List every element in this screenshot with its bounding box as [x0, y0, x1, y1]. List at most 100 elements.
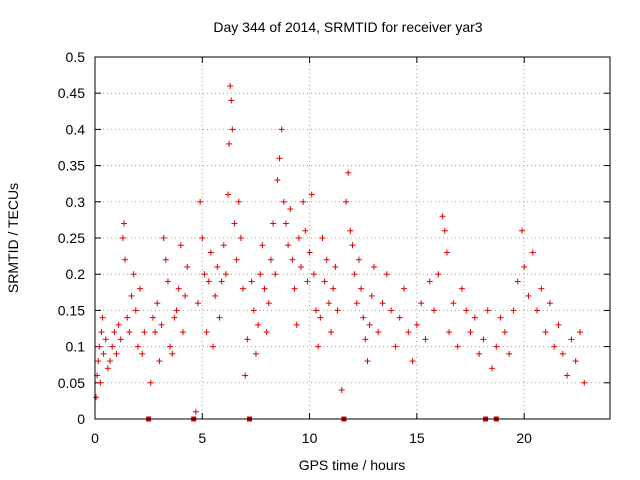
data-point	[330, 285, 337, 292]
data-point	[169, 350, 176, 357]
data-point	[119, 235, 126, 241]
data-point	[259, 242, 266, 249]
x-axis-label: GPS time / hours	[299, 457, 406, 473]
data-point	[501, 329, 508, 336]
data-point	[233, 256, 240, 263]
data-point	[334, 307, 341, 314]
data-point	[175, 285, 182, 292]
data-point	[240, 285, 247, 292]
data-point	[244, 336, 251, 343]
data-point	[137, 285, 144, 292]
data-point	[405, 329, 412, 336]
data-point	[117, 336, 124, 343]
data-point	[304, 278, 311, 285]
data-point	[212, 292, 219, 299]
data-point	[463, 307, 470, 314]
data-point	[107, 358, 114, 365]
data-point	[147, 379, 154, 386]
data-point	[124, 314, 131, 321]
data-point	[450, 300, 457, 307]
y-tick-label: 0.1	[66, 339, 86, 355]
data-point	[298, 263, 304, 270]
data-point	[325, 300, 332, 307]
data-point	[248, 278, 255, 285]
data-point	[152, 329, 159, 336]
data-point	[287, 206, 294, 213]
data-point	[99, 314, 106, 321]
data-point	[559, 350, 566, 357]
data-point	[480, 336, 487, 343]
data-point	[122, 256, 129, 263]
data-point	[164, 278, 171, 285]
data-point	[525, 292, 532, 299]
data-point	[353, 300, 360, 307]
data-point	[179, 329, 186, 336]
data-point	[538, 285, 545, 292]
data-point	[338, 387, 345, 394]
data-point	[195, 300, 201, 307]
data-point	[572, 358, 579, 365]
data-point	[551, 343, 558, 350]
data-point	[270, 220, 277, 227]
data-point	[158, 321, 165, 328]
y-tick-label: 0.35	[58, 158, 85, 174]
data-point	[519, 227, 526, 234]
data-point	[581, 379, 588, 386]
data-point	[310, 271, 317, 278]
data-point	[109, 343, 116, 350]
data-point	[446, 329, 453, 336]
y-tick-label: 0.25	[58, 230, 85, 246]
data-point	[218, 278, 225, 285]
x-tick-label: 5	[198, 430, 206, 446]
data-point	[173, 307, 180, 314]
data-point	[102, 336, 109, 343]
data-point	[360, 314, 367, 321]
data-point	[375, 329, 382, 336]
data-point	[184, 263, 191, 270]
data-point	[261, 285, 268, 292]
data-point	[263, 329, 270, 336]
data-point	[182, 292, 189, 299]
data-point	[497, 314, 504, 321]
data-point	[250, 307, 257, 314]
data-point	[229, 126, 236, 133]
data-point	[231, 220, 238, 227]
data-point	[222, 271, 229, 278]
data-point	[388, 307, 395, 314]
data-point	[149, 314, 156, 321]
data-point	[418, 300, 425, 307]
data-point	[534, 307, 541, 314]
data-point	[225, 191, 232, 198]
data-point	[471, 314, 478, 321]
data-point	[203, 329, 210, 336]
data-point	[441, 227, 448, 234]
data-point	[349, 242, 356, 249]
data-point	[93, 394, 100, 401]
data-point	[347, 227, 354, 234]
data-point	[366, 321, 373, 328]
data-point	[379, 300, 386, 307]
data-point	[139, 350, 146, 357]
data-point	[529, 249, 536, 256]
y-tick-label: 0	[77, 411, 85, 427]
y-tick-label: 0.45	[58, 85, 85, 101]
data-point	[295, 235, 302, 241]
data-point	[555, 321, 562, 328]
data-point	[542, 329, 549, 336]
data-point	[134, 343, 141, 350]
data-point	[306, 249, 313, 256]
data-point	[171, 314, 178, 321]
data-point	[401, 285, 407, 292]
y-tick-label: 0.15	[58, 302, 85, 318]
data-point	[278, 126, 285, 133]
data-point	[396, 314, 403, 321]
data-point	[576, 329, 583, 336]
data-point	[358, 285, 365, 292]
data-point	[364, 358, 371, 365]
data-point	[274, 177, 281, 184]
x-tick-label: 0	[91, 430, 99, 446]
data-point	[205, 278, 212, 285]
data-point	[177, 242, 184, 249]
data-point	[199, 235, 206, 241]
